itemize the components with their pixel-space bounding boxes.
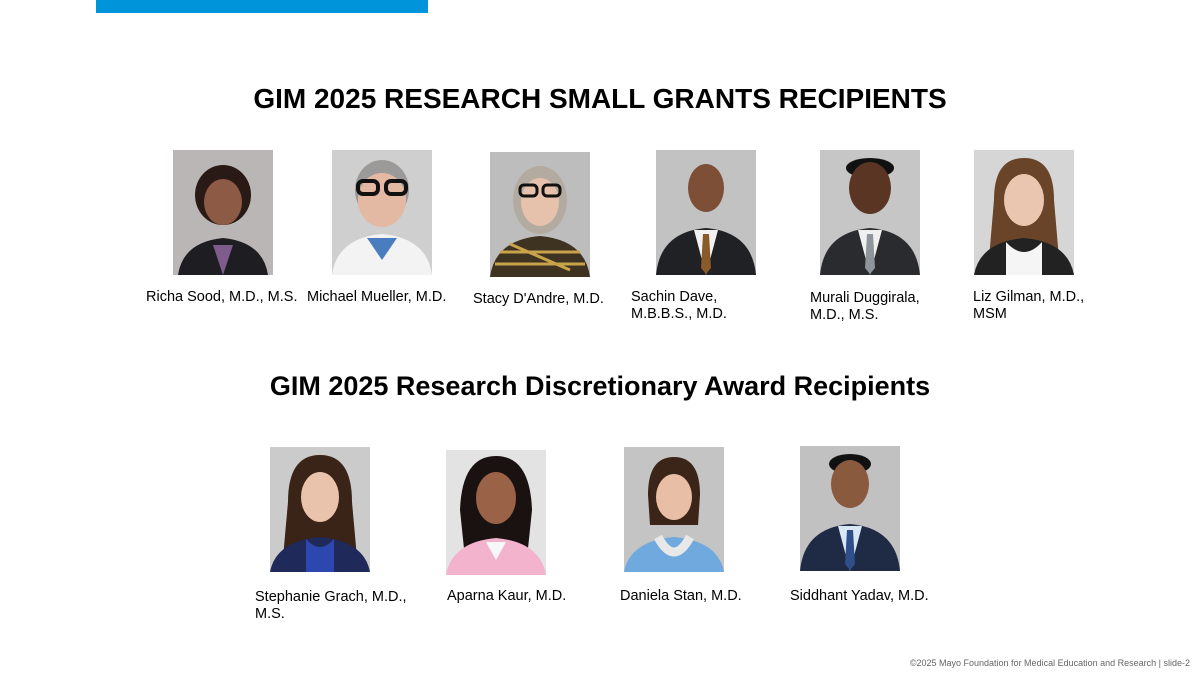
recipient-name: Daniela Stan, M.D.	[620, 588, 742, 604]
recipient-name: Michael Mueller, M.D.	[307, 289, 447, 305]
slide-footer: ©2025 Mayo Foundation for Medical Educat…	[909, 658, 1190, 668]
discretionary-award-title: GIM 2025 Research Discretionary Award Re…	[269, 371, 931, 401]
recipient-name: Siddhant Yadav, M.D.	[790, 588, 929, 604]
accent-bar	[96, 0, 428, 13]
photo-murali-duggirala	[820, 150, 920, 275]
recipient-name: Liz Gilman, M.D., MSM	[973, 289, 1085, 322]
recipient-name: Aparna Kaur, M.D.	[447, 588, 567, 604]
photo-daniela-stan	[624, 447, 724, 572]
photo-stacy-dandre	[490, 152, 590, 277]
photo-aparna-kaur	[446, 450, 546, 575]
photo-liz-gilman	[974, 150, 1074, 275]
recipient-name: Stephanie Grach, M.D., M.S.	[255, 589, 407, 622]
photo-sachin-dave	[656, 150, 756, 275]
photo-michael-mueller	[332, 150, 432, 275]
recipient-name: Richa Sood, M.D., M.S.	[146, 289, 298, 305]
recipient-name: Stacy D'Andre, M.D.	[473, 291, 604, 307]
recipient-name: Murali Duggirala, M.D., M.S.	[810, 290, 920, 323]
recipient-name: Sachin Dave, M.B.B.S., M.D.	[631, 289, 727, 322]
photo-stephanie-grach	[270, 447, 370, 572]
photo-richa-sood	[173, 150, 273, 275]
small-grants-title: GIM 2025 RESEARCH SMALL GRANTS RECIPIENT…	[253, 83, 947, 114]
photo-siddhant-yadav	[800, 446, 900, 571]
